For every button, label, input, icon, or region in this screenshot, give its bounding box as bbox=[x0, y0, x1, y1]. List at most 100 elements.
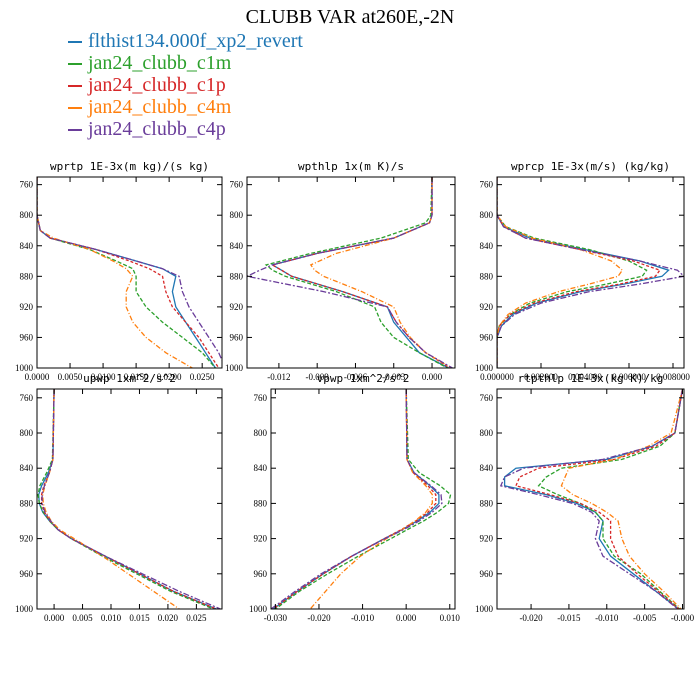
y-tick-label: 760 bbox=[20, 180, 34, 190]
x-tick-label: -0.010 bbox=[595, 613, 619, 623]
x-tick-label: 0.010 bbox=[101, 613, 122, 623]
x-tick-label: 0.025 bbox=[186, 613, 207, 623]
x-tick-label: 0.015 bbox=[129, 613, 150, 623]
legend-item: jan24_clubb_c4p bbox=[68, 118, 303, 140]
y-tick-label: 840 bbox=[230, 241, 244, 251]
x-tick-label: -0.010 bbox=[351, 613, 375, 623]
legend-label: jan24_clubb_c4p bbox=[88, 118, 226, 140]
panel-title: upwp 1xm^2/s^2 bbox=[83, 372, 176, 385]
chart-panel: wprcp 1E-3x(m/s) (kg/kg) 760 800 840 880 920 9… bbox=[475, 160, 690, 382]
panel-title: wpthlp 1x(m K)/s bbox=[298, 160, 404, 173]
x-tick-label: -0.015 bbox=[557, 613, 581, 623]
plot-frame bbox=[246, 176, 456, 369]
series-line bbox=[497, 177, 661, 368]
y-tick-label: 880 bbox=[480, 271, 494, 281]
y-tick-label: 880 bbox=[254, 498, 268, 508]
x-tick-label: 0.002000 bbox=[524, 372, 558, 382]
chart-panel: wprtp 1E-3x(m kg)/(s kg) 760 800 840 880 920 9… bbox=[15, 160, 223, 382]
series-line bbox=[40, 389, 217, 609]
series-line bbox=[497, 177, 648, 368]
y-tick-label: 920 bbox=[480, 534, 494, 544]
series-line bbox=[264, 177, 448, 368]
y-tick-label: 880 bbox=[480, 498, 494, 508]
x-tick-label: 0.0000 bbox=[25, 372, 50, 382]
y-tick-label: 960 bbox=[480, 332, 494, 342]
page-title: CLUBB VAR at260E,-2N bbox=[245, 6, 455, 28]
y-tick-label: 800 bbox=[480, 428, 494, 438]
series-line bbox=[37, 177, 193, 368]
chart-panel: upwp 1xm^2/s^2 760 800 840 880 920 960 1000 0.00… bbox=[15, 372, 223, 623]
x-tick-label: 0.0050 bbox=[58, 372, 83, 382]
x-tick-label: 0.008000 bbox=[656, 372, 690, 382]
legend-item: jan24_clubb_c4m bbox=[68, 96, 303, 118]
y-tick-label: 760 bbox=[480, 180, 494, 190]
legend-label: flthist134.000f_xp2_revert bbox=[88, 30, 303, 52]
x-tick-label: 0.006000 bbox=[612, 372, 646, 382]
series-line bbox=[270, 177, 449, 368]
x-tick-label: 0.000 bbox=[396, 613, 417, 623]
x-tick-label: 0.0100 bbox=[91, 372, 116, 382]
x-tick-label: 0.0150 bbox=[124, 372, 149, 382]
legend-item: flthist134.000f_xp2_revert bbox=[68, 30, 303, 52]
y-tick-label: 1000 bbox=[225, 363, 244, 373]
x-tick-label: -0.030 bbox=[264, 613, 288, 623]
x-tick-label: 0.010 bbox=[440, 613, 461, 623]
series-line bbox=[37, 177, 216, 368]
y-tick-label: 840 bbox=[480, 241, 494, 251]
series-line bbox=[272, 389, 437, 609]
plot-frame bbox=[270, 388, 456, 610]
series-line bbox=[560, 389, 684, 609]
y-tick-label: 880 bbox=[20, 498, 34, 508]
x-tick-label: 0.000000 bbox=[480, 372, 514, 382]
x-tick-label: 0.000 bbox=[44, 613, 65, 623]
x-tick-label: -0.006 bbox=[344, 372, 368, 382]
chart-panel: wpthlp 1x(m K)/s 760 800 840 880 920 960 1000 -0… bbox=[225, 160, 456, 382]
plot-frame bbox=[36, 176, 223, 369]
legend-swatch bbox=[68, 41, 82, 44]
panel-title: vpwp 1xm^2/s^2 bbox=[317, 372, 410, 385]
legend-item: jan24_clubb_c1p bbox=[68, 74, 303, 96]
legend: flthist134.000f_xp2_revert jan24_clubb_c… bbox=[68, 30, 303, 140]
x-tick-label: -0.020 bbox=[307, 613, 331, 623]
series-line bbox=[497, 177, 670, 368]
legend-swatch bbox=[68, 85, 82, 88]
series-line bbox=[37, 389, 214, 609]
y-tick-label: 800 bbox=[254, 428, 268, 438]
plot-frame bbox=[496, 176, 685, 369]
legend-swatch bbox=[68, 129, 82, 132]
y-tick-label: 840 bbox=[480, 463, 494, 473]
y-tick-label: 800 bbox=[480, 210, 494, 220]
y-tick-label: 1000 bbox=[15, 604, 34, 614]
y-tick-label: 760 bbox=[480, 393, 494, 403]
series-line bbox=[37, 177, 222, 362]
x-tick-label: 0.005 bbox=[72, 613, 93, 623]
y-tick-label: 800 bbox=[20, 210, 34, 220]
y-tick-label: 1000 bbox=[15, 363, 34, 373]
y-tick-label: 1000 bbox=[475, 363, 494, 373]
legend-item: jan24_clubb_c1m bbox=[68, 52, 303, 74]
y-tick-label: 800 bbox=[230, 210, 244, 220]
y-tick-label: 960 bbox=[480, 569, 494, 579]
y-tick-label: 960 bbox=[254, 569, 268, 579]
series-line bbox=[503, 389, 684, 609]
plot-frame bbox=[36, 388, 223, 610]
series-line bbox=[41, 389, 221, 609]
series-line bbox=[38, 389, 217, 609]
series-line bbox=[537, 389, 684, 609]
y-tick-label: 960 bbox=[230, 332, 244, 342]
x-tick-label: -0.009 bbox=[306, 372, 330, 382]
y-tick-label: 760 bbox=[230, 180, 244, 190]
x-tick-label: 0.0250 bbox=[190, 372, 215, 382]
series-line bbox=[42, 389, 180, 609]
x-tick-label: 0.000 bbox=[422, 372, 443, 382]
series-line bbox=[37, 177, 220, 368]
series-line bbox=[247, 177, 453, 368]
panel-title: rtpthlp 1E-3x(kg K)/kg bbox=[518, 372, 664, 385]
series-line bbox=[309, 389, 433, 609]
chart-panel: rtpthlp 1E-3x(kg K)/kg 760 800 840 880 920 960… bbox=[475, 372, 695, 623]
y-tick-label: 960 bbox=[20, 569, 34, 579]
series-line bbox=[270, 177, 451, 368]
y-tick-label: 840 bbox=[20, 463, 34, 473]
x-tick-label: -0.000 bbox=[671, 613, 695, 623]
y-tick-label: 760 bbox=[254, 393, 268, 403]
